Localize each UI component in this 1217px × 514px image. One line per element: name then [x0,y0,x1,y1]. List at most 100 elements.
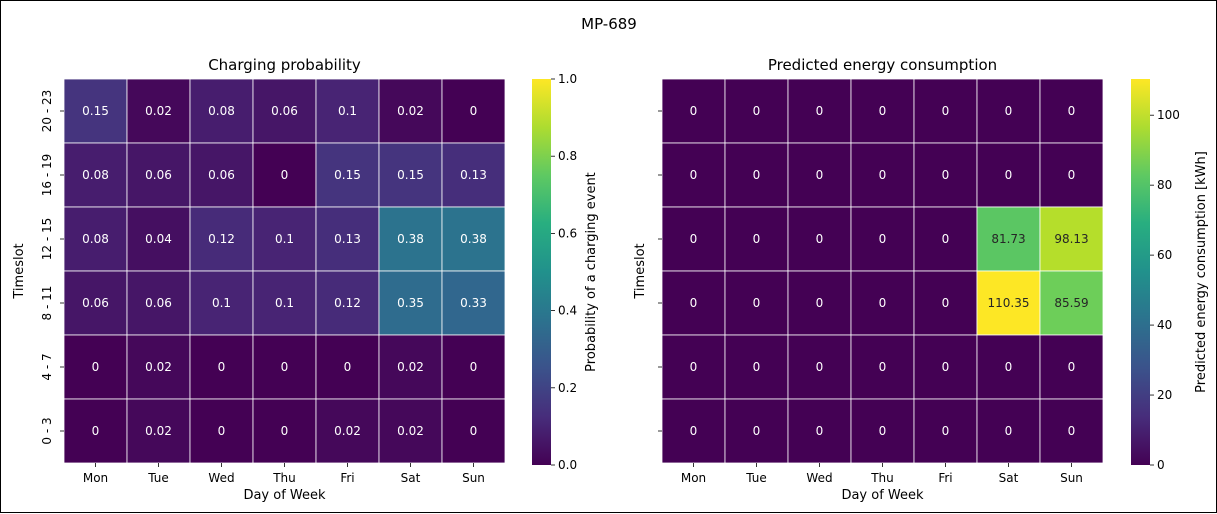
heatmap-panel-2: Predicted energy consumption 0 0 0 0 0 0 0 0 0 0 0 0… [633,56,1209,503]
colorbar-tick-label: 0 [1157,458,1165,472]
heatmap-cell [441,270,506,336]
cell-label: 0 [753,296,761,310]
colorbar-tick-label: 100 [1157,108,1180,122]
cell-label: 0.33 [460,296,487,310]
x-axis-label: Day of Week [841,488,924,503]
heatmap-cell [441,398,506,464]
cell-label: 0 [879,104,887,118]
figure-title: MP-689 [581,15,637,33]
cell-label: 0.12 [208,232,235,246]
x-tick-label: Wed [806,471,832,485]
cell-label: 0.02 [145,104,172,118]
heatmap-cell [315,398,380,464]
heatmap-cell [913,206,978,272]
heatmap-cell [661,206,726,272]
y-tick-label: 8 - 11 [40,286,54,321]
heatmap-cell [724,334,789,400]
cell-label: 0 [690,296,698,310]
colorbar-tick-label: 60 [1157,248,1172,262]
heatmap-cell [724,206,789,272]
cell-label: 0 [816,424,824,438]
cell-label: 0 [879,296,887,310]
cell-label: 0.06 [82,296,109,310]
heatmap-cell [441,142,506,208]
heatmap-cell [126,270,191,336]
cell-label: 0 [942,424,950,438]
cell-label: 0 [1068,104,1076,118]
heatmap-cell [189,398,254,464]
cell-label: 0 [879,360,887,374]
cell-label: 0 [753,168,761,182]
cell-label: 0 [879,168,887,182]
cell-label: 0 [1005,168,1013,182]
heatmap-cell [252,398,317,464]
cell-label: 0 [281,360,289,374]
cell-label: 0.08 [82,232,109,246]
cell-label: 0.12 [334,296,361,310]
heatmap-cell [378,78,443,144]
cell-label: 0 [879,424,887,438]
cell-label: 0.02 [397,360,424,374]
cell-label: 0 [344,360,352,374]
heatmap-cell [976,334,1041,400]
y-axis-label: Timeslot [12,243,27,299]
heatmap-cell [63,78,128,144]
cell-label: 0.06 [145,168,172,182]
heatmap-panel-1: Charging probability 0.15 0.02 0.08 0.06 0.1 0… [12,56,599,503]
cell-label: 0 [942,168,950,182]
colorbar [532,79,551,465]
cell-label: 0.08 [82,168,109,182]
cell-label: 0 [942,104,950,118]
colorbar-tick-label: 0.4 [558,304,577,318]
heatmap-cell [850,334,915,400]
cell-label: 0 [753,360,761,374]
cell-label: 0 [816,168,824,182]
cell-label: 0.13 [460,168,487,182]
heatmap-cell [63,398,128,464]
cell-label: 0.38 [460,232,487,246]
heatmap-cell [913,78,978,144]
heatmap-cell [1039,398,1104,464]
colorbar-label: Predicted energy consumption [kWh] [1194,151,1209,393]
x-tick-label: Wed [208,471,234,485]
heatmap-cell [787,334,852,400]
cell-label: 0.06 [145,296,172,310]
cell-label: 0.08 [208,104,235,118]
cell-label: 110.35 [988,296,1030,310]
cell-label: 0 [281,168,289,182]
cell-label: 0 [1068,424,1076,438]
heatmap-cell [976,78,1041,144]
heatmap-cell [913,270,978,336]
heatmap-cell [913,142,978,208]
cell-label: 0 [92,424,100,438]
colorbar-tick-label: 0.2 [558,381,577,395]
cell-label: 0 [470,104,478,118]
cell-label: 0.06 [271,104,298,118]
cell-label: 0 [816,360,824,374]
heatmap-cell [1039,142,1104,208]
cell-label: 0 [218,360,226,374]
cell-label: 0.04 [145,232,172,246]
cell-label: 0 [690,360,698,374]
y-tick-label: 16 - 19 [40,154,54,197]
cell-label: 0.06 [208,168,235,182]
cell-label: 0 [470,424,478,438]
heatmap-cell [976,398,1041,464]
cell-label: 0 [1005,424,1013,438]
cell-label: 0.02 [397,424,424,438]
cell-label: 81.73 [991,232,1025,246]
heatmap-cell [126,398,191,464]
cell-label: 0.15 [334,168,361,182]
heatmap-cell [976,142,1041,208]
colorbar [1131,79,1150,465]
heatmap-cell [189,142,254,208]
cell-label: 0 [470,360,478,374]
cell-label: 0 [690,104,698,118]
cell-label: 0 [942,232,950,246]
y-tick-label: 0 - 3 [40,417,54,444]
panel-title: Charging probability [208,56,361,74]
colorbar-tick-label: 0.8 [558,149,577,163]
heatmap-cell [661,142,726,208]
